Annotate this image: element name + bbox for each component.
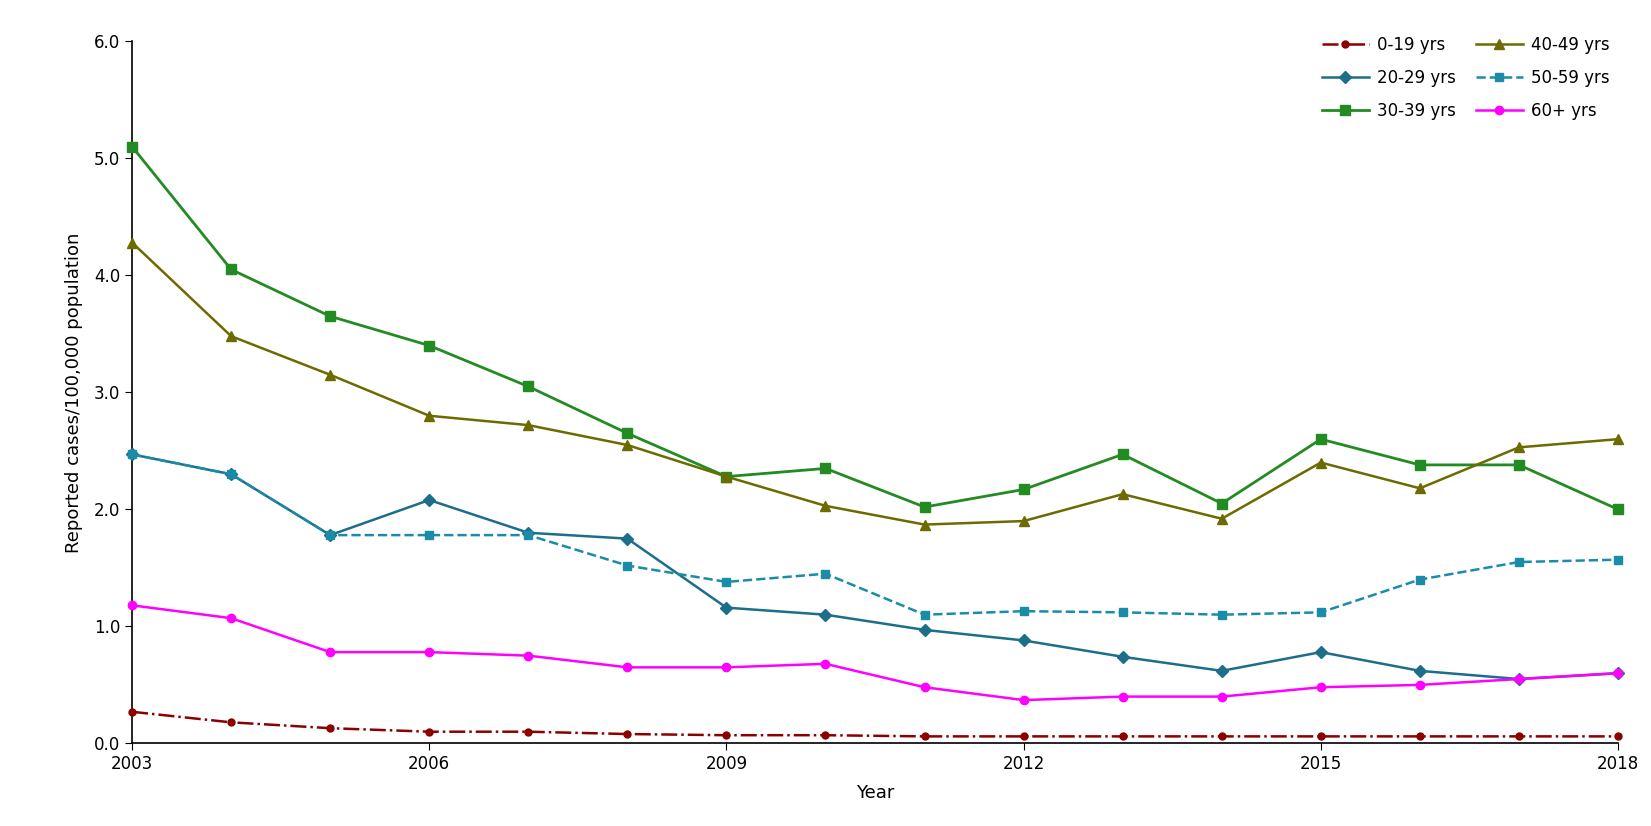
Legend: 0-19 yrs, 20-29 yrs, 30-39 yrs, 40-49 yrs, 50-59 yrs, 60+ yrs: 0-19 yrs, 20-29 yrs, 30-39 yrs, 40-49 yr… — [1322, 36, 1610, 120]
X-axis label: Year: Year — [855, 785, 895, 802]
Y-axis label: Reported cases/100,000 population: Reported cases/100,000 population — [64, 232, 83, 553]
